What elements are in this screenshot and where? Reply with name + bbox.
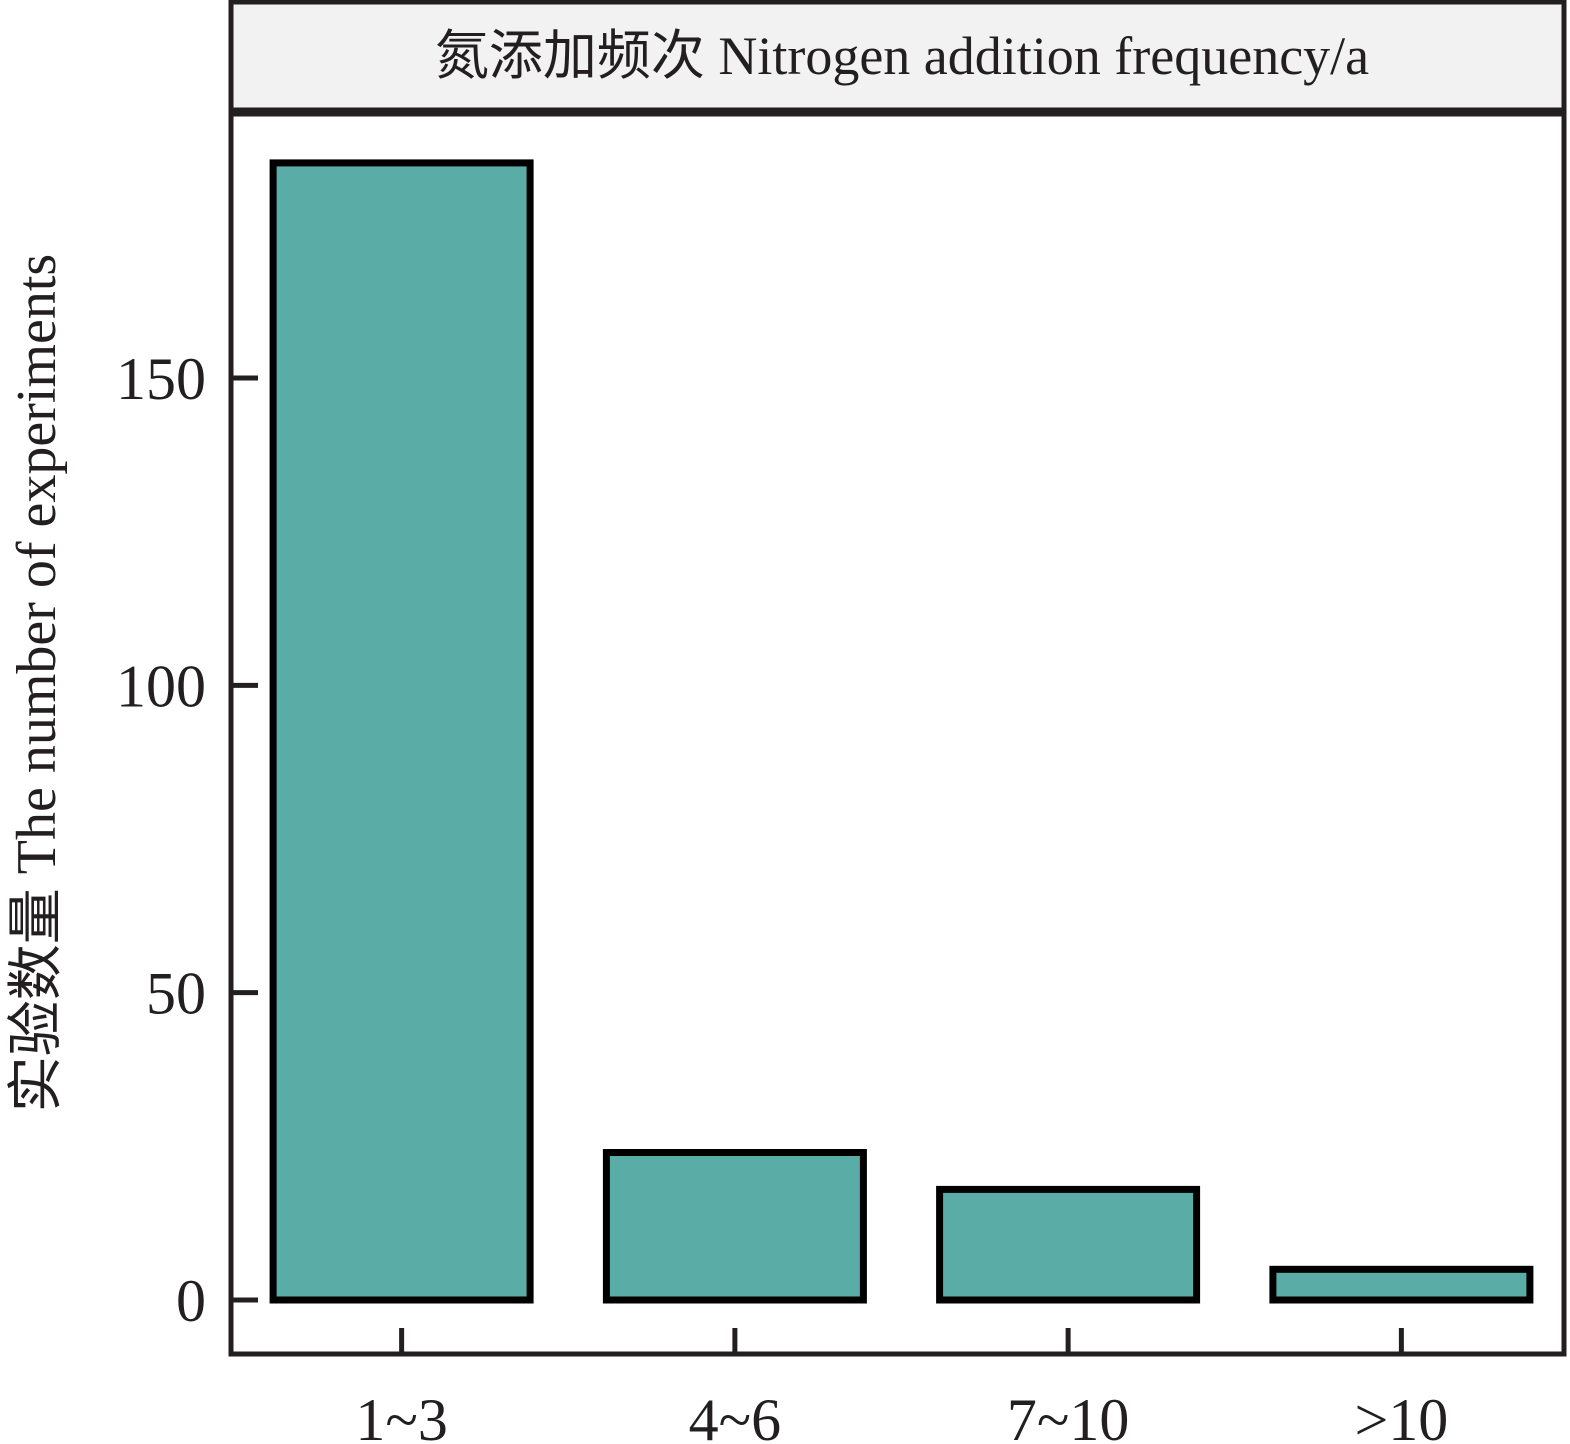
x-tick-label: >10 bbox=[1354, 1387, 1448, 1444]
chart-title: 氮添加频次 Nitrogen addition frequency/a bbox=[435, 26, 1369, 86]
x-axis: 1~3 4~6 7~10 >10 bbox=[355, 1328, 1448, 1444]
y-axis-label: 实验数量 The number of experiments bbox=[6, 254, 68, 1112]
x-tick-label: 1~3 bbox=[355, 1387, 447, 1444]
bar-2 bbox=[602, 1149, 867, 1304]
bar-1 bbox=[269, 159, 534, 1304]
x-tick-label: 7~10 bbox=[1007, 1387, 1129, 1444]
bars-group bbox=[269, 159, 1534, 1304]
y-axis: 0 50 100 150 bbox=[116, 346, 258, 1334]
y-tick-label: 0 bbox=[176, 1268, 206, 1334]
bar-3 bbox=[936, 1185, 1201, 1304]
x-tick-label: 4~6 bbox=[689, 1387, 781, 1444]
y-tick-label: 50 bbox=[146, 961, 206, 1027]
bar-4 bbox=[1269, 1265, 1534, 1304]
y-tick-label: 150 bbox=[116, 346, 206, 412]
title-strip bbox=[228, 0, 1567, 113]
y-tick-label: 100 bbox=[116, 653, 206, 719]
